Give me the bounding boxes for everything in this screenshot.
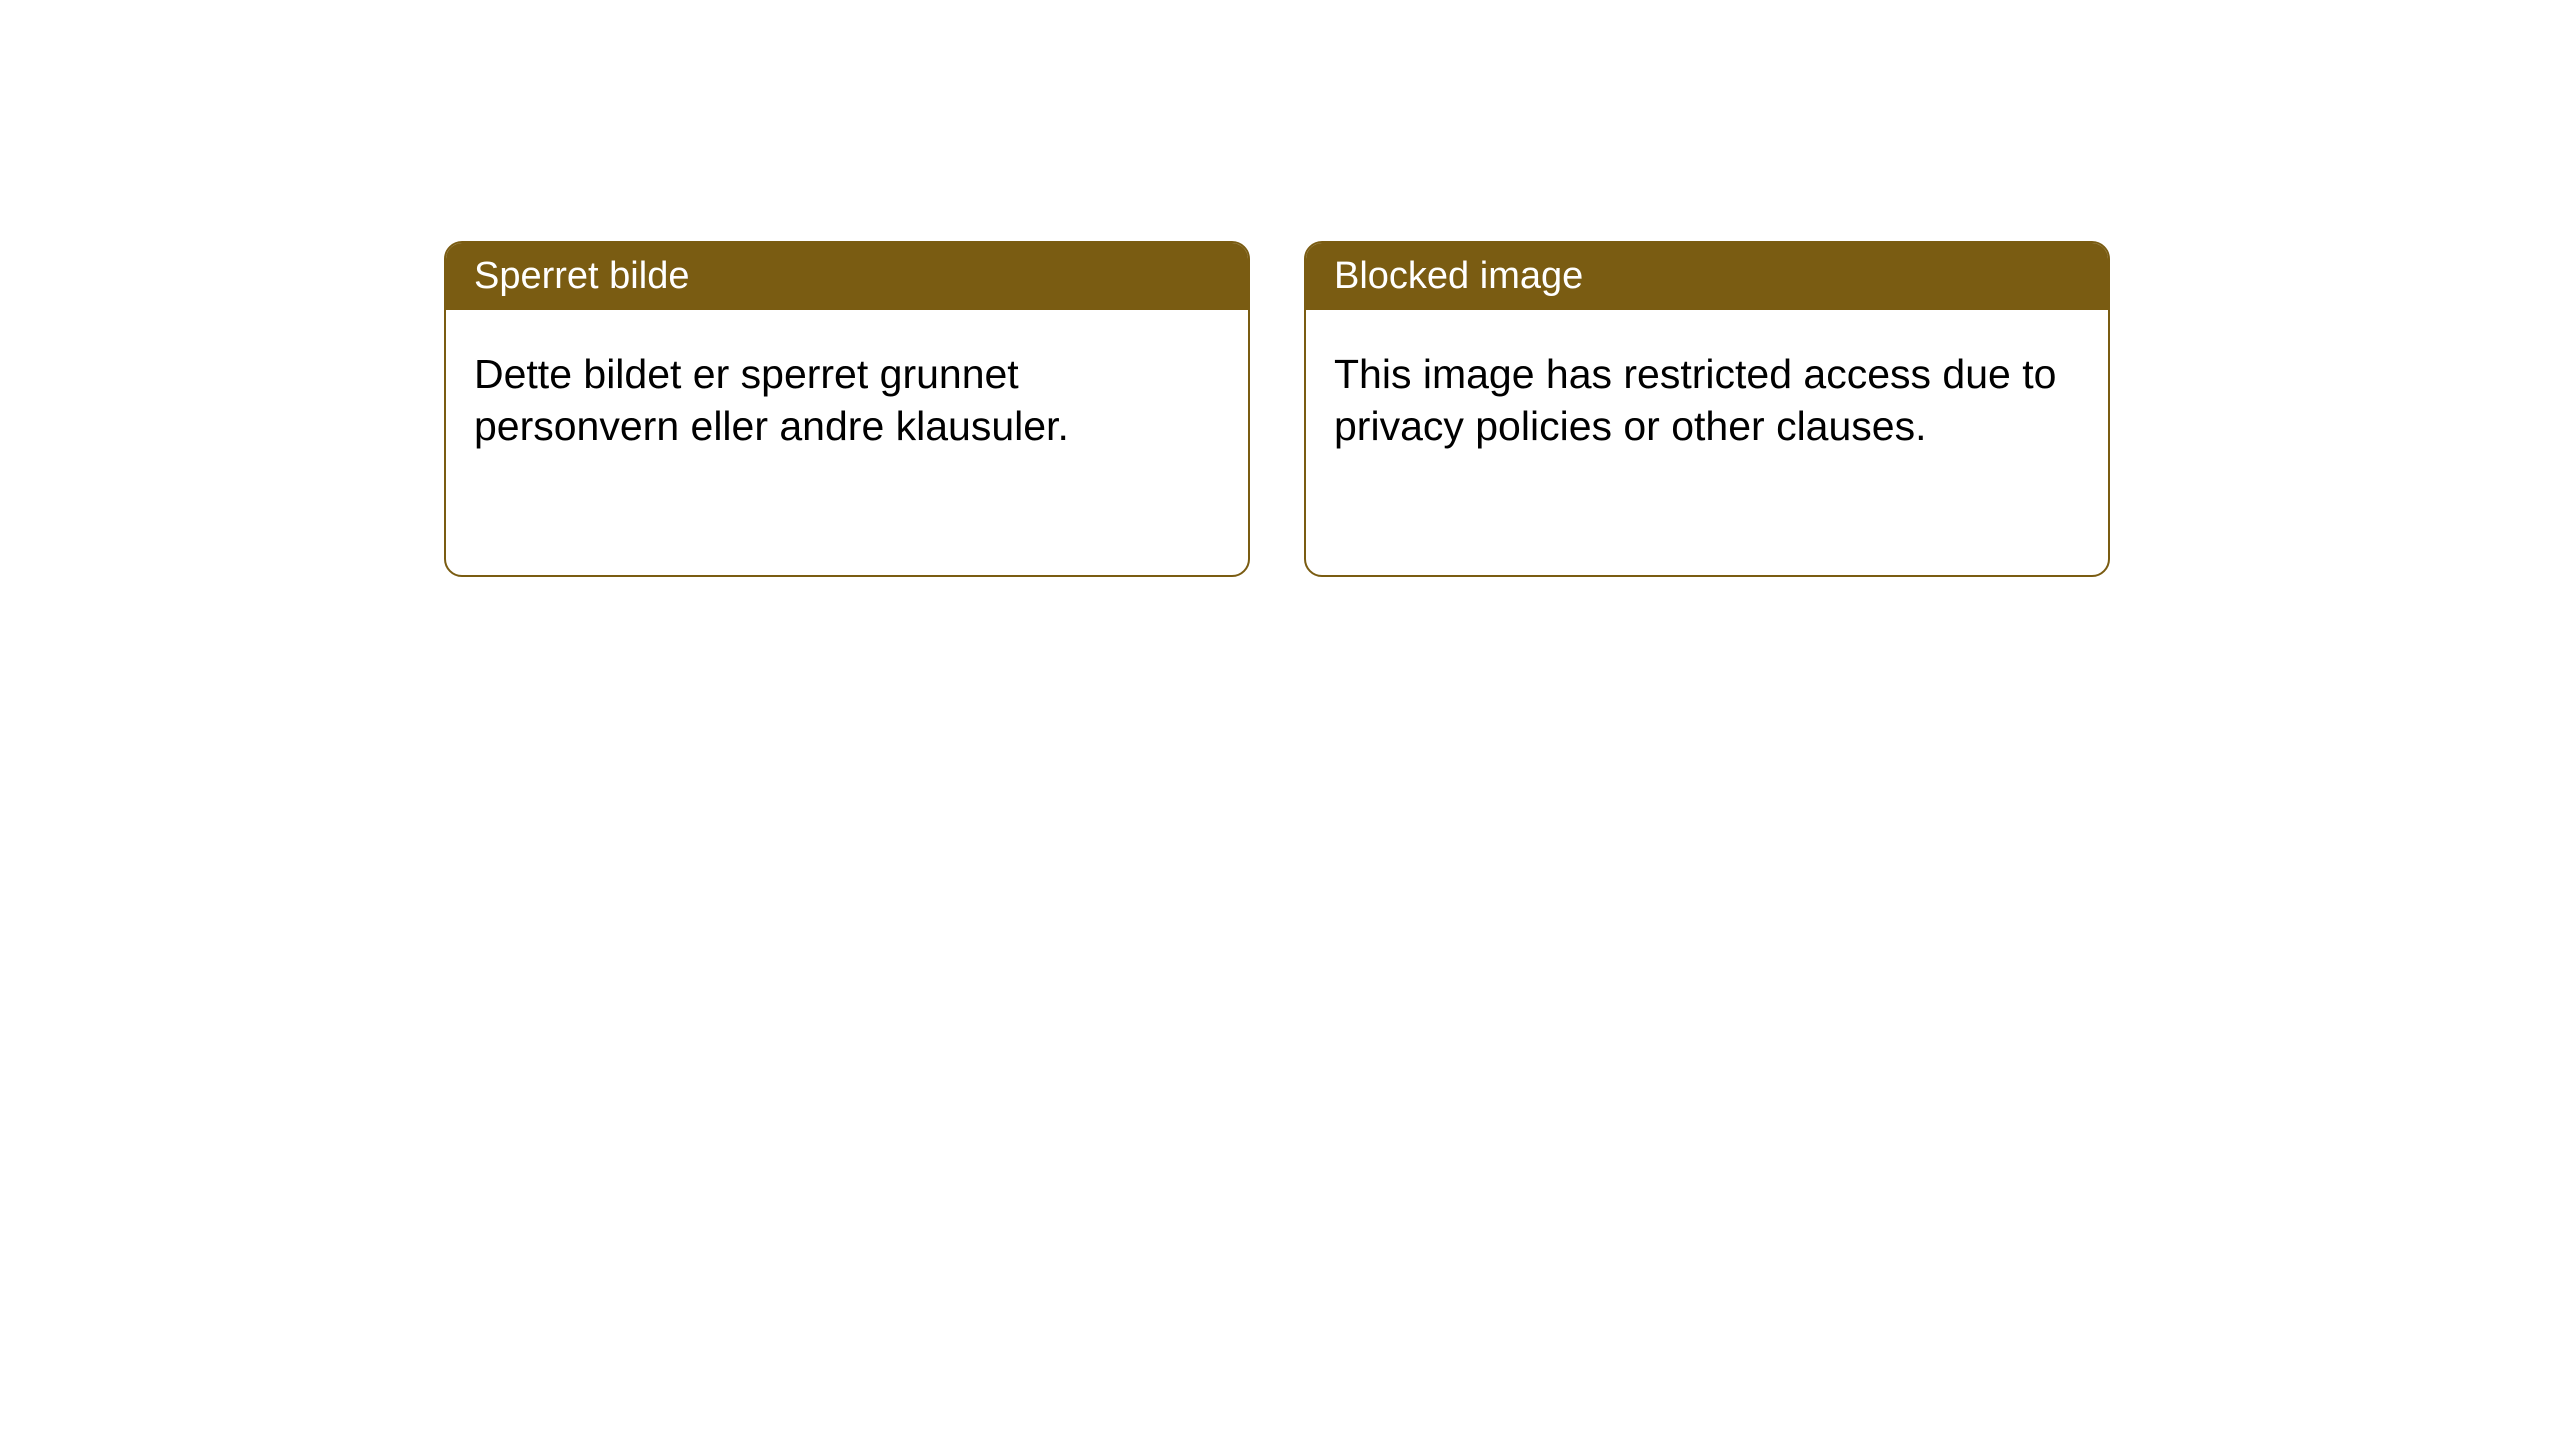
card-body: Dette bildet er sperret grunnet personve… — [446, 310, 1248, 491]
card-body: This image has restricted access due to … — [1306, 310, 2108, 491]
card-title: Blocked image — [1334, 255, 1583, 297]
notice-card-norwegian: Sperret bilde Dette bildet er sperret gr… — [444, 241, 1250, 577]
notice-cards-container: Sperret bilde Dette bildet er sperret gr… — [444, 241, 2110, 577]
card-header: Sperret bilde — [446, 243, 1248, 310]
card-body-text: This image has restricted access due to … — [1334, 351, 2056, 449]
card-title: Sperret bilde — [474, 255, 689, 297]
card-body-text: Dette bildet er sperret grunnet personve… — [474, 351, 1069, 449]
notice-card-english: Blocked image This image has restricted … — [1304, 241, 2110, 577]
card-header: Blocked image — [1306, 243, 2108, 310]
